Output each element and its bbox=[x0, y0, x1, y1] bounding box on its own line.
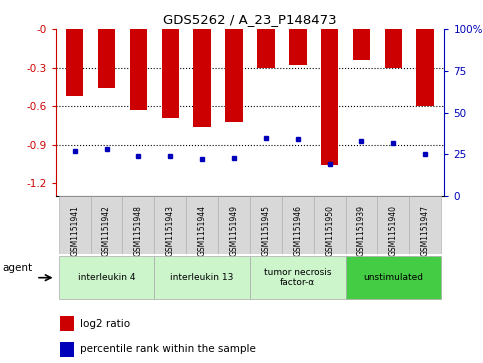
FancyBboxPatch shape bbox=[345, 256, 441, 299]
Bar bbox=[416, 29, 434, 106]
FancyBboxPatch shape bbox=[186, 196, 218, 254]
Text: GSM1151948: GSM1151948 bbox=[134, 205, 143, 256]
Bar bbox=[225, 29, 243, 122]
Bar bbox=[60, 342, 74, 357]
Text: GSM1151946: GSM1151946 bbox=[293, 205, 302, 256]
Bar bbox=[60, 316, 74, 331]
FancyBboxPatch shape bbox=[218, 196, 250, 254]
Bar bbox=[98, 29, 115, 88]
Text: GSM1151943: GSM1151943 bbox=[166, 205, 175, 256]
Text: percentile rank within the sample: percentile rank within the sample bbox=[80, 344, 256, 354]
Text: GSM1151944: GSM1151944 bbox=[198, 205, 207, 256]
Bar bbox=[353, 29, 370, 60]
Title: GDS5262 / A_23_P148473: GDS5262 / A_23_P148473 bbox=[163, 13, 337, 26]
FancyBboxPatch shape bbox=[91, 196, 123, 254]
FancyBboxPatch shape bbox=[59, 256, 155, 299]
FancyBboxPatch shape bbox=[345, 196, 377, 254]
Text: GSM1151950: GSM1151950 bbox=[325, 205, 334, 256]
Text: GSM1151942: GSM1151942 bbox=[102, 205, 111, 256]
FancyBboxPatch shape bbox=[282, 196, 313, 254]
FancyBboxPatch shape bbox=[377, 196, 409, 254]
FancyBboxPatch shape bbox=[59, 196, 91, 254]
FancyBboxPatch shape bbox=[155, 196, 186, 254]
Text: GSM1151945: GSM1151945 bbox=[261, 205, 270, 256]
FancyBboxPatch shape bbox=[409, 196, 441, 254]
Bar bbox=[161, 29, 179, 118]
Text: GSM1151949: GSM1151949 bbox=[229, 205, 239, 256]
Text: agent: agent bbox=[3, 263, 33, 273]
Text: GSM1151940: GSM1151940 bbox=[389, 205, 398, 256]
Text: GSM1151941: GSM1151941 bbox=[70, 205, 79, 256]
Text: log2 ratio: log2 ratio bbox=[80, 319, 130, 329]
Text: GSM1151939: GSM1151939 bbox=[357, 205, 366, 256]
Bar bbox=[129, 29, 147, 110]
FancyBboxPatch shape bbox=[123, 196, 155, 254]
Bar bbox=[193, 29, 211, 127]
Bar bbox=[257, 29, 275, 68]
Bar bbox=[384, 29, 402, 68]
Text: interleukin 4: interleukin 4 bbox=[78, 273, 135, 282]
Bar bbox=[321, 29, 339, 165]
FancyBboxPatch shape bbox=[155, 256, 250, 299]
Bar bbox=[66, 29, 84, 96]
Text: interleukin 13: interleukin 13 bbox=[170, 273, 234, 282]
FancyBboxPatch shape bbox=[313, 196, 345, 254]
FancyBboxPatch shape bbox=[250, 256, 345, 299]
Text: GSM1151947: GSM1151947 bbox=[421, 205, 430, 256]
Text: tumor necrosis
factor-α: tumor necrosis factor-α bbox=[264, 268, 331, 287]
Text: unstimulated: unstimulated bbox=[363, 273, 424, 282]
FancyBboxPatch shape bbox=[250, 196, 282, 254]
Bar bbox=[289, 29, 307, 65]
